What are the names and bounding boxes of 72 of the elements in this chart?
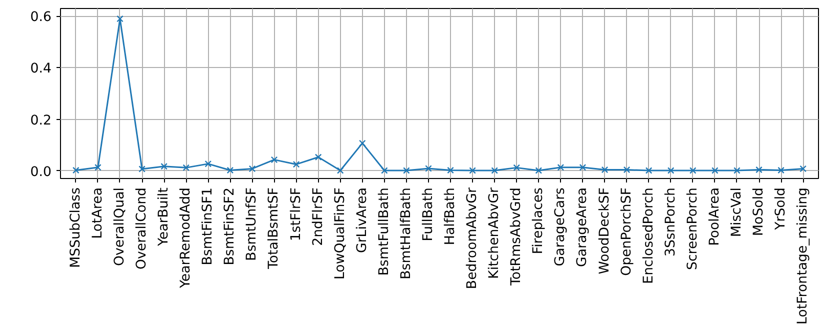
x-tick-label: MiscVal bbox=[729, 187, 744, 237]
x-tick-label: HalfBath bbox=[443, 187, 458, 246]
x-tick-label: YrSold bbox=[774, 187, 789, 231]
x-tick-label: ScreenPorch bbox=[685, 187, 700, 270]
point bbox=[138, 166, 146, 172]
point bbox=[447, 166, 454, 174]
point bbox=[513, 164, 520, 172]
x-tick-label: GrLivArea bbox=[354, 187, 370, 253]
x-tick-label: TotRmsAbvGrd bbox=[509, 187, 524, 286]
point bbox=[469, 167, 476, 174]
x-tick-label: 2ndFlrSF bbox=[310, 187, 326, 246]
point bbox=[601, 166, 608, 174]
point bbox=[116, 15, 124, 22]
x-tick-label: YearRemodAdd bbox=[178, 187, 194, 289]
point bbox=[645, 167, 652, 174]
x-tick-label: GarageArea bbox=[575, 187, 590, 267]
y-tick-label: 0.4 bbox=[30, 62, 52, 77]
point bbox=[491, 167, 498, 174]
x-tick-label: FullBath bbox=[420, 187, 436, 242]
point bbox=[248, 165, 256, 172]
point bbox=[94, 164, 102, 171]
x-tick-label: 3SsnPorch bbox=[663, 187, 678, 257]
x-tick-label: YearBuilt bbox=[156, 187, 172, 247]
point bbox=[336, 167, 344, 174]
x-tick-label: OpenPorchSF bbox=[619, 187, 634, 276]
x-tick-label: OverallCond bbox=[134, 188, 150, 270]
point bbox=[623, 166, 630, 174]
point bbox=[579, 164, 586, 171]
x-tick-label: BsmtFinSF2 bbox=[222, 188, 238, 266]
x-tick-label: OverallQual bbox=[112, 187, 128, 266]
point bbox=[800, 165, 807, 172]
point bbox=[380, 167, 388, 174]
point bbox=[72, 166, 80, 174]
x-tick-label: PoolArea bbox=[707, 187, 722, 246]
x-tick-label: GarageCars bbox=[553, 187, 568, 266]
x-tick-label: 1stFlrSF bbox=[288, 188, 304, 242]
point bbox=[292, 160, 300, 168]
point bbox=[403, 167, 410, 174]
point bbox=[358, 140, 366, 147]
x-tick-label: BedroomAbvGr bbox=[465, 186, 480, 290]
x-tick-label: LotArea bbox=[90, 187, 106, 239]
x-tick-label: WoodDeckSF bbox=[597, 187, 612, 274]
point bbox=[535, 167, 542, 174]
x-tick-label: TotalBsmtSF bbox=[266, 187, 282, 270]
point bbox=[270, 156, 278, 164]
point bbox=[204, 160, 212, 168]
x-tick-label: EnclosedPorch bbox=[641, 187, 656, 284]
y-tick-label: 0.2 bbox=[30, 113, 52, 128]
x-tick-label: BsmtFinSF1 bbox=[200, 188, 216, 266]
y-tick-label: 0.0 bbox=[30, 164, 52, 180]
point bbox=[712, 167, 718, 174]
point bbox=[314, 154, 322, 161]
x-tick-label: Fireplaces bbox=[531, 187, 546, 254]
x-tick-label: LotFrontage_missing bbox=[796, 187, 811, 324]
point bbox=[226, 166, 234, 174]
point bbox=[734, 167, 740, 174]
point bbox=[756, 166, 762, 174]
x-tick-label: BsmtHalfBath bbox=[398, 187, 414, 280]
x-tick-label: BsmtFullBath bbox=[376, 187, 392, 276]
point bbox=[182, 164, 190, 172]
y-tick-label: 0.6 bbox=[30, 10, 52, 26]
point bbox=[557, 164, 564, 171]
point bbox=[425, 165, 432, 172]
point bbox=[689, 167, 696, 174]
x-tick-label: MSSubClass bbox=[68, 187, 84, 268]
x-tick-label: MoSold bbox=[752, 187, 767, 236]
point bbox=[667, 167, 674, 174]
point bbox=[778, 166, 784, 174]
x-tick-label: KitchenAbvGr bbox=[487, 186, 502, 279]
x-tick-label: BsmtUnfSF bbox=[244, 187, 260, 261]
point bbox=[160, 162, 168, 170]
x-tick-label: LowQualFinSF bbox=[332, 187, 348, 280]
